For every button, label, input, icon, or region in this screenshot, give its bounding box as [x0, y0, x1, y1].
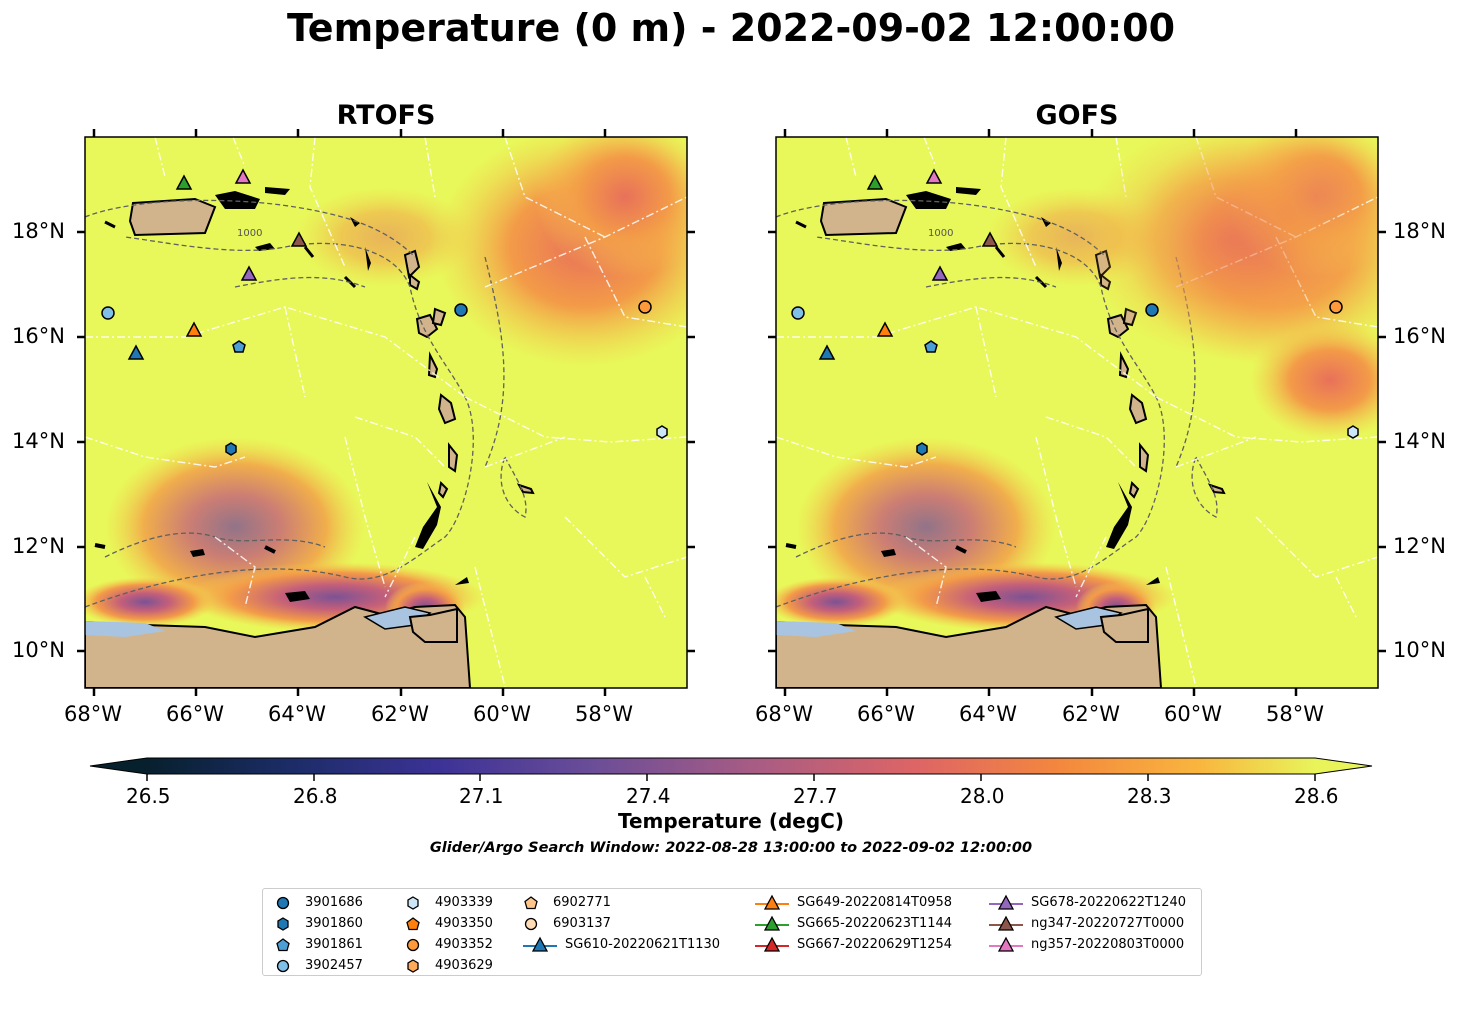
colorbar-tick-label: 28.0	[960, 784, 1005, 808]
colorbar-tick-label: 27.4	[626, 784, 671, 808]
circle-marker-icon	[406, 938, 420, 952]
lat-tick-label: 12°N	[12, 534, 65, 558]
triangle-marker-icon	[755, 915, 789, 931]
legend-label: SG665-20220623T1144	[797, 916, 953, 931]
legend-label: ng347-20220727T0000	[1031, 916, 1185, 931]
hexagon-marker-icon	[407, 896, 419, 910]
figure-title: Temperature (0 m) - 2022-09-02 12:00:00	[286, 6, 1176, 50]
legend-label: SG649-20220814T0958	[797, 895, 953, 910]
colorbar-tick-label: 28.3	[1127, 784, 1172, 808]
triangle-marker-icon	[989, 915, 1023, 931]
legend-label: 6903137	[553, 916, 611, 931]
panel-title-gofs: GOFS	[1035, 100, 1119, 131]
contour-label-rtofs: 1000	[237, 228, 263, 239]
colorbar-tick-label: 26.8	[293, 784, 338, 808]
legend-label: ng357-20220803T0000	[1031, 937, 1185, 952]
lon-tick-label: 60°W	[473, 702, 531, 726]
panel-title-rtofs: RTOFS	[336, 100, 436, 131]
pentagon-marker-icon	[524, 896, 538, 910]
lon-tick-label: 66°W	[166, 702, 224, 726]
legend-label: 4903629	[435, 958, 493, 973]
legend-label: SG610-20220621T1130	[565, 937, 721, 952]
lon-tick-label: 58°W	[1266, 702, 1324, 726]
triangle-marker-icon	[989, 894, 1023, 910]
lat-tick-label: 16°N	[1393, 324, 1446, 348]
lon-tick-label: 68°W	[755, 702, 813, 726]
rtofs-map	[85, 137, 687, 688]
triangle-marker-icon	[755, 936, 789, 952]
lat-tick-label: 14°N	[1393, 429, 1446, 453]
legend-label: 4903352	[435, 937, 493, 952]
lat-tick-label: 16°N	[12, 324, 65, 348]
hexagon-marker-icon	[407, 959, 419, 973]
lon-tick-label: 62°W	[371, 702, 429, 726]
pentagon-marker-icon	[406, 917, 420, 931]
legend: 3901686 3901860 3901861 3902457 4903339 49033…	[262, 888, 1202, 976]
search-window-subtitle: Glider/Argo Search Window: 2022-08-28 13…	[429, 840, 1033, 856]
pentagon-marker-icon	[276, 938, 290, 952]
triangle-marker-icon	[989, 936, 1023, 952]
lon-tick-label: 64°W	[268, 702, 326, 726]
colorbar-label: Temperature (degC)	[618, 809, 844, 833]
legend-label: SG667-20220629T1254	[797, 937, 953, 952]
triangle-marker-icon	[523, 936, 557, 952]
legend-label: 4903350	[435, 916, 493, 931]
contour-label-gofs: 1000	[928, 228, 954, 239]
lon-tick-label: 68°W	[64, 702, 122, 726]
colorbar-tick-label: 28.6	[1294, 784, 1339, 808]
circle-marker-icon	[524, 917, 538, 931]
lat-tick-label: 18°N	[12, 219, 65, 243]
triangle-marker-icon	[755, 894, 789, 910]
colorbar-tick-label: 27.1	[459, 784, 504, 808]
gofs-map	[776, 137, 1378, 688]
legend-label: 3902457	[305, 958, 363, 973]
lon-tick-label: 60°W	[1164, 702, 1222, 726]
lon-tick-label: 64°W	[959, 702, 1017, 726]
legend-label: 3901686	[305, 895, 363, 910]
colorbar-tick-label: 26.5	[126, 784, 171, 808]
legend-label: 6902771	[553, 895, 611, 910]
legend-label: 4903339	[435, 895, 493, 910]
lat-tick-label: 18°N	[1393, 219, 1446, 243]
lon-tick-label: 62°W	[1062, 702, 1120, 726]
circle-marker-icon	[276, 959, 290, 973]
lon-tick-label: 58°W	[575, 702, 633, 726]
colorbar-tick-label: 27.7	[793, 784, 838, 808]
circle-marker-icon	[276, 896, 290, 910]
lat-tick-label: 12°N	[1393, 534, 1446, 558]
lon-tick-label: 66°W	[857, 702, 915, 726]
colorbar	[89, 757, 1373, 781]
legend-label: 3901861	[305, 937, 363, 952]
lat-tick-label: 14°N	[12, 429, 65, 453]
lat-tick-label: 10°N	[1393, 638, 1446, 662]
hexagon-marker-icon	[277, 917, 289, 931]
lat-tick-label: 10°N	[12, 638, 65, 662]
legend-label: SG678-20220622T1240	[1031, 895, 1187, 910]
legend-label: 3901860	[305, 916, 363, 931]
